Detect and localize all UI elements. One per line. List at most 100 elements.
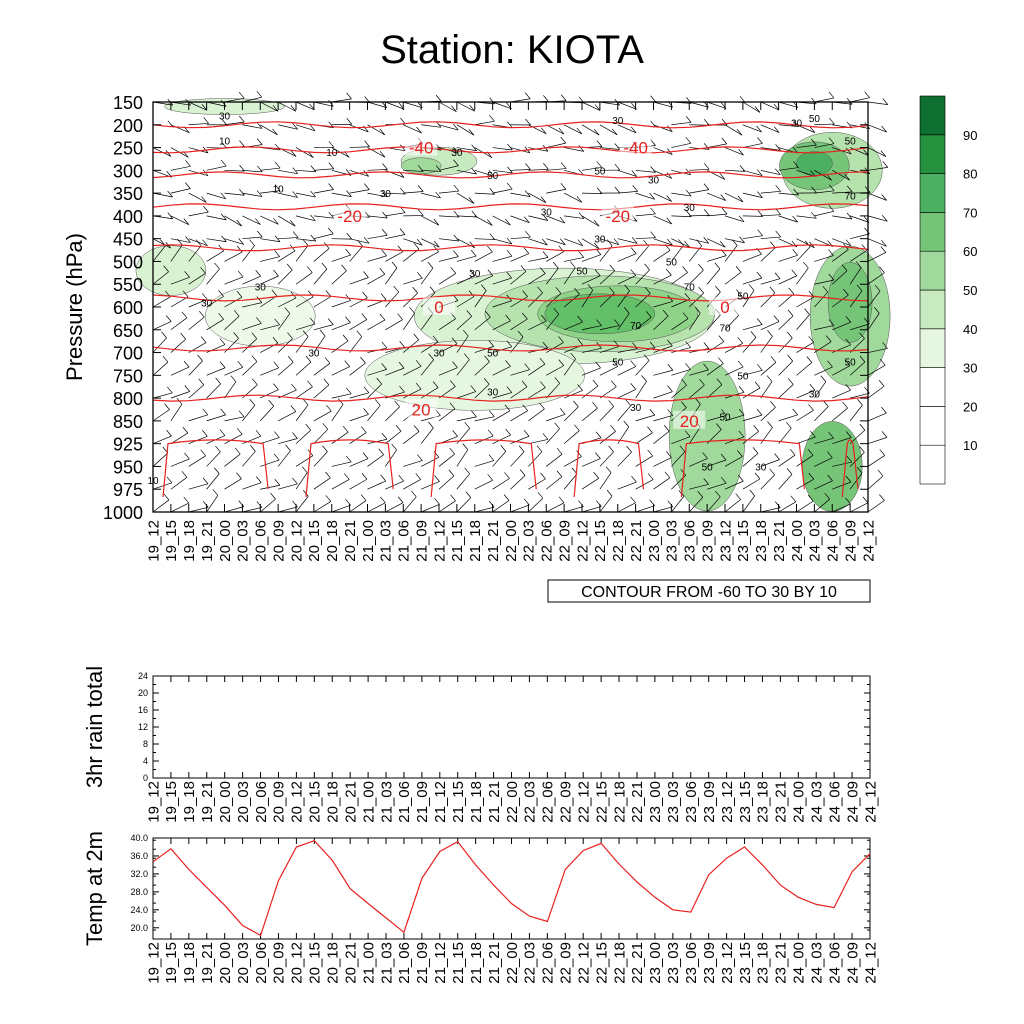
wind-barb-feather [328, 227, 334, 235]
wind-barb-feather [342, 425, 349, 433]
wind-barb-feather [542, 238, 548, 246]
x-tick-label: 22_21 [628, 520, 645, 562]
wind-barb-feather [756, 364, 763, 371]
humidity-contour-label: 50 [487, 349, 499, 360]
wind-barb [421, 415, 441, 422]
wind-barb-feather [811, 97, 817, 105]
wind-barb [421, 169, 442, 172]
wind-barb [581, 101, 601, 111]
wind-barb-feather [220, 159, 227, 167]
wind-barb-feather [162, 355, 169, 363]
wind-barb [546, 453, 563, 467]
colorbar-box [919, 328, 946, 368]
wind-barb-feather [310, 214, 316, 222]
wind-barb-feather [520, 265, 527, 272]
x-tick-label: 23_06 [682, 520, 699, 562]
wind-barb [724, 366, 744, 376]
wind-barb-feather [855, 261, 862, 268]
wind-barb [456, 101, 475, 112]
wind-barb [617, 405, 632, 422]
x-tick-label: 20_18 [324, 520, 341, 562]
wind-barb [706, 238, 726, 248]
wind-barb [617, 275, 636, 285]
wind-barb [724, 192, 744, 203]
wind-barb-feather [346, 387, 352, 395]
wind-barb-feather [487, 474, 493, 481]
wind-barb [152, 435, 172, 444]
wind-barb [689, 238, 709, 244]
wind-barb [724, 414, 745, 422]
wind-barb [653, 345, 673, 353]
contour-label-bg [405, 399, 438, 418]
wind-barb [760, 507, 781, 513]
wind-barb [546, 413, 566, 422]
contour-info-box [547, 579, 871, 603]
x-tick-label: 22_12 [575, 942, 592, 984]
wind-barb-feather [203, 117, 209, 124]
x-tick-label: 24_03 [808, 781, 825, 823]
wind-barb-feather [877, 469, 884, 477]
wind-barb [510, 169, 531, 171]
wind-barb-feather [363, 237, 370, 244]
x-tick-label: 21_18 [468, 781, 485, 823]
wind-barb [796, 296, 815, 308]
isotherm [152, 294, 869, 302]
wind-barb [850, 323, 870, 331]
colorbar-label: 20 [963, 399, 977, 414]
wind-barb-feather [684, 430, 691, 437]
wind-barb [689, 168, 710, 171]
y-tick-label: 950 [113, 457, 143, 477]
wind-barb [438, 190, 459, 194]
wind-barb-feather [558, 127, 565, 135]
wind-barb-feather [698, 286, 704, 294]
wind-barb-feather [273, 269, 279, 277]
wind-barb [742, 253, 762, 262]
humidity-contour-label: 50 [845, 137, 857, 148]
wind-barb [492, 434, 511, 444]
wind-barb-feather [811, 212, 817, 219]
wind-barb [313, 324, 334, 331]
wind-barb-feather [220, 213, 227, 221]
wind-barb [170, 403, 183, 422]
wind-barb [760, 407, 776, 422]
wind-barb [295, 455, 314, 467]
wind-barb-feather [489, 97, 495, 105]
wind-barb-feather [739, 96, 746, 103]
wind-barb [796, 436, 816, 444]
wind-barb [385, 267, 398, 285]
wind-barb [278, 438, 298, 445]
wind-barb-feather [756, 318, 763, 325]
wind-barb [403, 460, 423, 467]
wind-barb [581, 215, 600, 227]
wind-barb-feather [177, 238, 183, 246]
colorbar-box [919, 367, 946, 407]
wind-barb-feather [230, 375, 237, 382]
wind-barb-feather [808, 472, 815, 480]
isotherm [841, 439, 859, 498]
wind-barb [671, 238, 690, 248]
wind-barb-feather [666, 268, 672, 276]
wind-barb-feather [542, 433, 549, 440]
y-tick-label: 20.0 [130, 923, 148, 933]
wind-barb-feather [322, 445, 328, 452]
wind-barb-feather [718, 357, 724, 364]
wind-barb-feather [451, 337, 458, 345]
wind-barb [581, 238, 600, 250]
wind-barb-feather [362, 291, 368, 299]
wind-barb [277, 411, 296, 422]
wind-barb-feather [828, 319, 835, 326]
wind-barb-feather [806, 356, 813, 363]
wind-barb [528, 451, 543, 467]
wind-barb [832, 461, 852, 467]
wind-barb-feather [595, 431, 602, 439]
wind-barb-feather [197, 354, 203, 362]
wind-barb-feather [236, 219, 243, 227]
wind-barb-feather [767, 421, 773, 428]
wind-barb-feather [470, 249, 477, 257]
wind-barb-feather [185, 160, 191, 167]
wind-barb [242, 384, 258, 399]
x-tick-label: 21_18 [468, 942, 485, 984]
wind-barb-feather [165, 150, 172, 157]
wind-barb-feather [462, 443, 469, 450]
wind-barb-feather [379, 267, 386, 275]
